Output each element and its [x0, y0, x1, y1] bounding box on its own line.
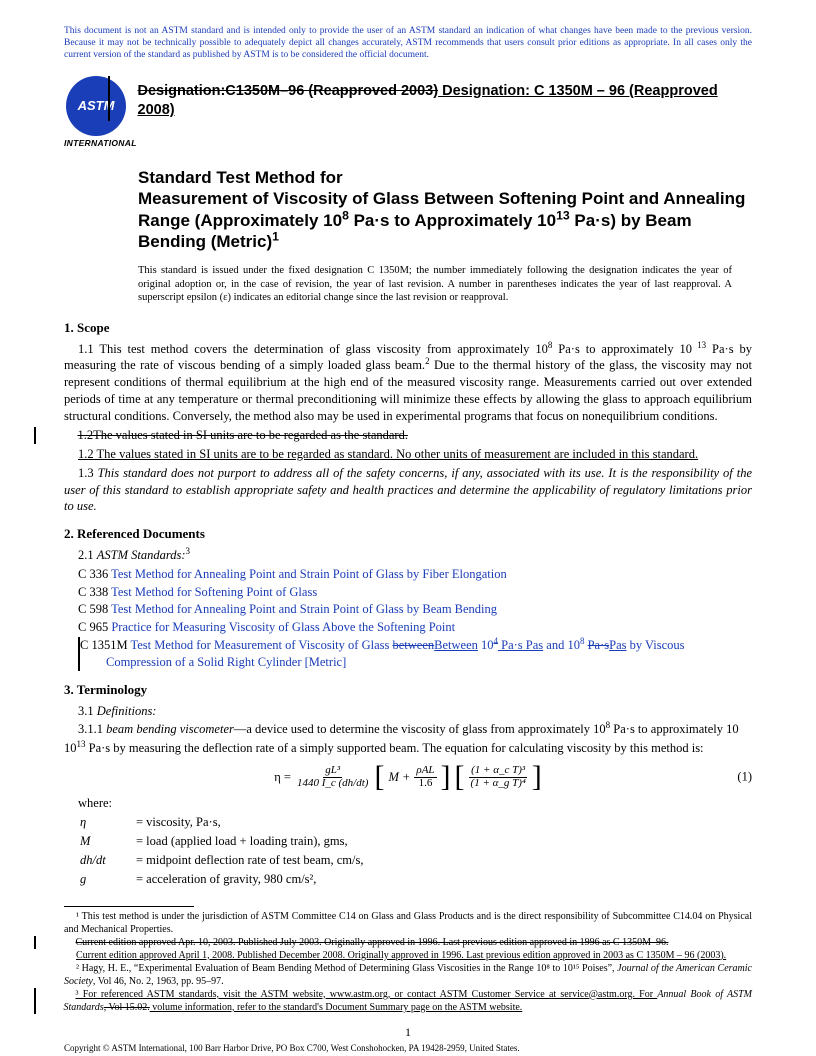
ref-c1351m: C 1351M Test Method for Measurement of V…: [78, 637, 752, 671]
where-desc: = acceleration of gravity, 980 cm/s²,: [136, 871, 369, 888]
ref-link[interactable]: Test Method for Annealing Point and Stra…: [111, 602, 497, 616]
footnote-rule: [64, 906, 194, 907]
eq-f1-den: 1440 I_c (dh/dt): [295, 778, 370, 790]
para-1-2-new: 1.2 The values stated in SI units are to…: [64, 446, 752, 463]
term-3-1-label: Definitions:: [97, 704, 157, 718]
ref-code: C 598: [78, 602, 108, 616]
term-3-1-1-e: Pa·s by measuring the deflection rate of…: [86, 741, 704, 755]
fn2c: , Vol 46, No. 2, 1963, pp. 95–97.: [93, 976, 224, 987]
term-3-1: 3.1 Definitions:: [64, 703, 752, 720]
eq-f2-den: 1.6: [417, 778, 435, 790]
term-3-1-1: 3.1.1 beam bending viscometer—a device u…: [64, 721, 752, 738]
fn3c-new: volume information, refer to the standar…: [150, 1002, 523, 1013]
eq-f3-den: (1 + α_g T)⁴: [469, 778, 528, 790]
para-1-2-old: 1.2The values stated in SI units are to …: [34, 427, 752, 444]
ref-c338: C 338 Test Method for Softening Point of…: [78, 584, 752, 601]
logo-label: INTERNATIONAL: [64, 138, 128, 149]
ref-1351-a: Test Method for Measurement of Viscosity…: [130, 638, 392, 652]
ref-1351-b-old: between: [392, 638, 434, 652]
eq-f2-num: ρAL: [414, 765, 436, 778]
title-part-b: Pa·s to Approximately 10: [349, 211, 556, 230]
page-number: 1: [405, 1024, 411, 1040]
ref-link[interactable]: Practice for Measuring Viscosity of Glas…: [111, 620, 455, 634]
designation-old: Designation:C1350M–96 (Reapproved 2003): [138, 83, 439, 99]
fn1b-old-text: Current edition approved Apr. 10, 2003. …: [76, 937, 669, 948]
eq-M: M +: [388, 769, 410, 786]
fn3a: ³ For referenced ASTM standards, visit t…: [76, 989, 658, 1000]
eq-f3-num: (1 + α_c T)³: [469, 765, 527, 778]
where-table: η= viscosity, Pa·s, M= load (applied loa…: [78, 812, 371, 890]
ref-1351-b-new: Between: [434, 638, 478, 652]
fn1b-new-text: Current edition approved April 1, 2008. …: [76, 950, 726, 961]
ref-1351-f-old: Pa·s: [588, 638, 610, 652]
title-line2: Measurement of Viscosity of Glass Betwee…: [138, 188, 752, 252]
scope-1-2-old: 1.2The values stated in SI units are to …: [78, 428, 408, 442]
equation-1: η = gL³ 1440 I_c (dh/dt) [ M + ρAL 1.6 ]…: [64, 765, 752, 789]
ref-link[interactable]: Test Method for Measurement of Viscosity…: [106, 638, 685, 669]
term-3-1-1-c: —a device used to determine the viscosit…: [234, 722, 606, 736]
ref-link[interactable]: Test Method for Softening Point of Glass: [111, 585, 317, 599]
eq-frac3: (1 + α_c T)³ (1 + α_g T)⁴: [469, 765, 528, 789]
copyright: Copyright © ASTM International, 100 Barr…: [64, 1042, 752, 1054]
scope-1-1a: 1.1 This test method covers the determin…: [78, 342, 548, 356]
eq-f1-num: gL³: [323, 765, 342, 778]
eq-eta: η =: [274, 769, 291, 786]
ref-code: C 1351M: [80, 638, 128, 652]
eq-frac2: ρAL 1.6: [414, 765, 436, 789]
ref-code: C 338: [78, 585, 108, 599]
ref-1351-e: and 10: [543, 638, 580, 652]
where-sym: g: [80, 871, 134, 888]
where-sym: M: [80, 833, 134, 850]
where-sym: η: [80, 814, 134, 831]
ref-1351-d-new: Pas: [523, 638, 544, 652]
para-1-3: 1.3 This standard does not purport to ad…: [64, 465, 752, 516]
where-label: where:: [78, 795, 752, 812]
term-head: 3. Terminology: [64, 681, 752, 699]
ref-1351-f-new: Pas: [609, 638, 626, 652]
ref-c598: C 598 Test Method for Annealing Point an…: [78, 601, 752, 618]
fn2a: ² Hagy, H. E., “Experimental Evaluation …: [76, 963, 617, 974]
para-1-1: 1.1 This test method covers the determin…: [64, 341, 752, 425]
ref-1351-c: 10: [478, 638, 494, 652]
designation-line: Designation:C1350M–96 (Reapproved 2003) …: [108, 76, 752, 121]
term-3-1-1-cont: 1013 Pa·s by measuring the deflection ra…: [64, 740, 752, 757]
where-desc: = viscosity, Pa·s,: [136, 814, 369, 831]
fn3: ³ For referenced ASTM standards, visit t…: [34, 988, 752, 1014]
term-3-1-1-d: Pa·s to approximately 10: [610, 722, 738, 736]
scope-1-2-new: 1.2 The values stated in SI units are to…: [78, 447, 698, 461]
ref-2-1-num: 2.1: [78, 548, 97, 562]
fn3c-old: , Vol 15.02.: [104, 1002, 150, 1013]
term-3-1-1-num: 3.1.1: [78, 722, 106, 736]
scope-head: 1. Scope: [64, 319, 752, 337]
fn2: ² Hagy, H. E., “Experimental Evaluation …: [64, 962, 752, 988]
ref-head: 2. Referenced Documents: [64, 525, 752, 543]
where-sym: dh/dt: [80, 852, 134, 869]
term-3-1-num: 3.1: [78, 704, 97, 718]
header-row: ASTM INTERNATIONAL Designation:C1350M–96…: [64, 76, 752, 149]
where-desc: = midpoint deflection rate of test beam,…: [136, 852, 369, 869]
ref-c336: C 336 Test Method for Annealing Point an…: [78, 566, 752, 583]
ref-1351-d-old: Pa·s: [498, 638, 523, 652]
scope-1-1b: Pa·s to approximately 10: [552, 342, 692, 356]
issue-note: This standard is issued under the fixed …: [138, 264, 732, 305]
fn1: ¹ This test method is under the jurisdic…: [64, 910, 752, 936]
ref-2-1: 2.1 ASTM Standards:3: [64, 547, 752, 564]
ref-c965: C 965 Practice for Measuring Viscosity o…: [78, 619, 752, 636]
disclaimer-text: This document is not an ASTM standard an…: [64, 26, 752, 62]
eq-frac1: gL³ 1440 I_c (dh/dt): [295, 765, 370, 789]
fn1b-old: Current edition approved Apr. 10, 2003. …: [34, 936, 752, 949]
fn1b-new: Current edition approved April 1, 2008. …: [64, 949, 752, 962]
term-3-1-1-term: beam bending viscometer: [106, 722, 234, 736]
ref-code: C 336: [78, 567, 108, 581]
ref-link[interactable]: Test Method for Annealing Point and Stra…: [111, 567, 507, 581]
footnotes: ¹ This test method is under the jurisdic…: [64, 910, 752, 1014]
where-desc: = load (applied load + loading train), g…: [136, 833, 369, 850]
title-line1: Standard Test Method for: [138, 167, 752, 188]
eq-number: (1): [737, 769, 752, 786]
ref-code: C 965: [78, 620, 108, 634]
ref-2-1-label: ASTM Standards:: [97, 548, 186, 562]
title-block: Standard Test Method for Measurement of …: [138, 167, 752, 252]
